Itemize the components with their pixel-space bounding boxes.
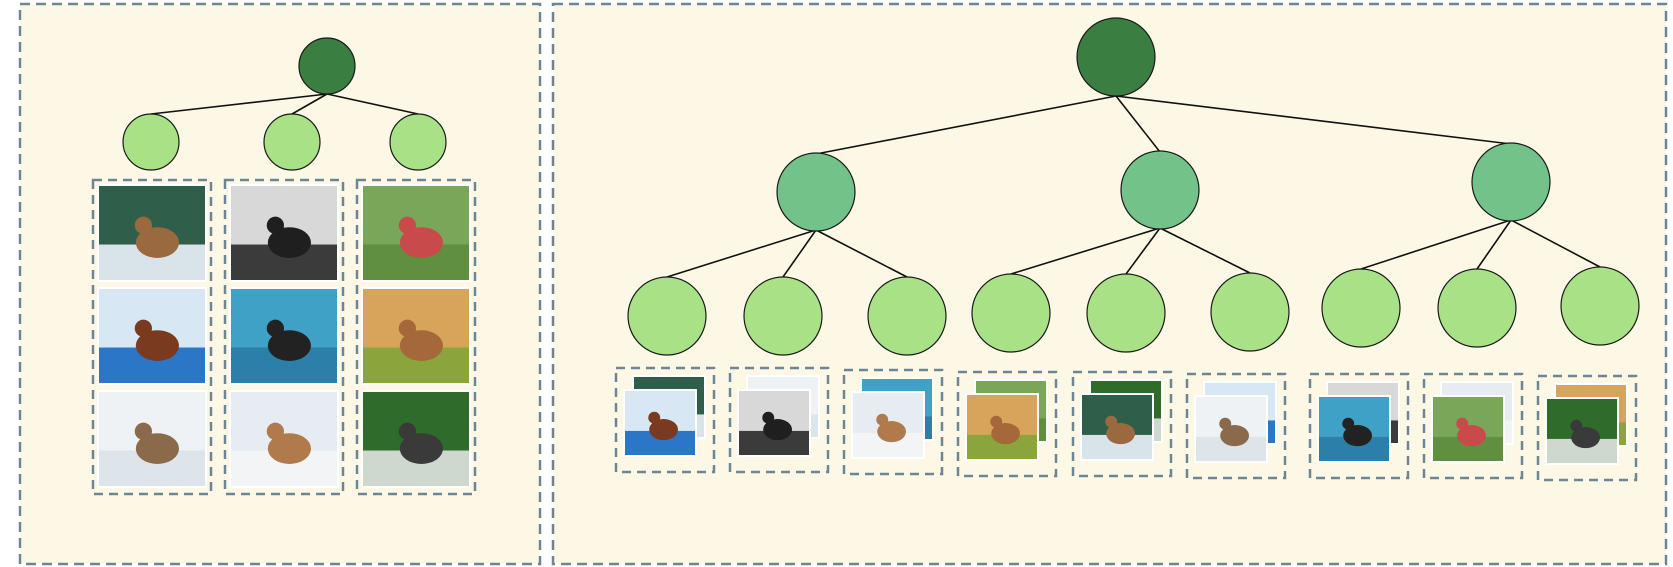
- three-level-tree-panel: [551, 2, 1668, 566]
- root-node: [1076, 17, 1156, 97]
- tree-edge: [291, 93, 328, 115]
- park-path-walkers-photo: [361, 390, 471, 488]
- cluster-1: [122, 113, 180, 171]
- image-cluster-box: [223, 178, 345, 496]
- tree-edge: [1510, 219, 1601, 268]
- tree-edge: [150, 93, 328, 115]
- tree-edge: [666, 229, 817, 278]
- dog-running-in-snow-photo: [97, 390, 207, 488]
- tree-edge: [1360, 219, 1512, 270]
- group-2: [1120, 150, 1200, 230]
- image-stack-box: [1536, 374, 1638, 482]
- tree-edge: [815, 95, 1117, 155]
- leaf-9: [1560, 266, 1640, 346]
- dog-at-beach-bw-photo: [229, 184, 339, 282]
- dog-on-street-photo: [737, 389, 811, 457]
- dog-on-surfboard-photo: [623, 389, 697, 457]
- park-crowd-motorcycle-photo: [361, 184, 471, 282]
- two-level-tree-panel: [18, 2, 542, 566]
- tree-edge: [1476, 219, 1512, 270]
- image-stack-box: [842, 368, 944, 476]
- tree-edge: [782, 229, 817, 278]
- dog-in-snow-photo: [851, 391, 925, 459]
- leaf-3: [867, 276, 947, 356]
- tree-edge: [1125, 227, 1161, 275]
- tree-edge: [1115, 95, 1161, 153]
- dog-with-frisbee-photo: [1545, 397, 1619, 465]
- leaf-5: [1086, 273, 1166, 353]
- group-3: [1471, 142, 1551, 222]
- tree-edge: [1115, 95, 1512, 145]
- image-stack-box: [1185, 372, 1287, 480]
- leaf-6: [1210, 272, 1290, 352]
- room-with-dog-photo: [1080, 393, 1154, 461]
- image-stack-box: [728, 366, 830, 474]
- image-stack-box: [1422, 372, 1524, 480]
- image-stack-box: [614, 366, 716, 474]
- group-1: [776, 152, 856, 232]
- leaf-8: [1437, 268, 1517, 348]
- tree-edge: [326, 93, 419, 115]
- leaf-7: [1321, 268, 1401, 348]
- cluster-2: [263, 113, 321, 171]
- leaf-4: [971, 273, 1051, 353]
- woman-surfing-with-dog-photo: [97, 287, 207, 385]
- image-cluster-box: [91, 178, 213, 496]
- tree-edge: [1159, 227, 1251, 274]
- dog-with-frisbee-photo: [361, 287, 471, 385]
- bear-statue-photo: [1194, 395, 1268, 463]
- dog-in-red-harness-snow-photo: [229, 390, 339, 488]
- leaf-1: [627, 276, 707, 356]
- root-node: [298, 37, 356, 95]
- image-cluster-box: [355, 178, 477, 496]
- image-stack-box: [1071, 370, 1173, 478]
- image-stack-box: [956, 370, 1058, 478]
- dog-in-red-vest-photo: [965, 393, 1039, 461]
- image-stack-box: [1308, 372, 1410, 480]
- cluster-3: [389, 113, 447, 171]
- tree-edge: [815, 229, 908, 278]
- tree-edge: [1010, 227, 1161, 275]
- dog-on-surfboard-photo: [97, 184, 207, 282]
- dog-in-red-vest-photo: [1317, 395, 1391, 463]
- leaf-2: [743, 276, 823, 356]
- dogs-on-paddleboard-photo: [229, 287, 339, 385]
- dog-in-snow-photo: [1431, 395, 1505, 463]
